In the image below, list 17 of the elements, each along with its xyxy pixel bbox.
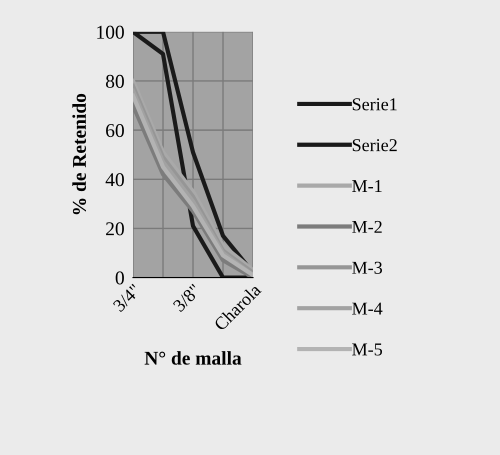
legend-label: M-1	[352, 180, 382, 192]
y-axis-title: % de Retenido	[72, 94, 86, 214]
y-tick-label: 100	[97, 26, 124, 39]
y-tick-label: 40	[106, 173, 124, 186]
legend-label: M-5	[352, 344, 382, 356]
y-tick-label: 80	[106, 74, 124, 88]
legend-label: M-3	[352, 262, 382, 274]
y-tick-label: 60	[106, 124, 124, 138]
x-axis-title: N° de malla	[144, 351, 242, 365]
x-tick-label: 3/4"	[112, 284, 142, 312]
legend-label: M-2	[352, 220, 382, 233]
x-tick-label: 3/8"	[172, 284, 202, 312]
y-tick-label: 0	[116, 271, 124, 284]
legend-label: M-4	[352, 302, 382, 315]
y-tick-label: 20	[106, 222, 124, 236]
legend-label: Serie2	[352, 139, 397, 152]
legend-label: Serie1	[352, 98, 397, 110]
